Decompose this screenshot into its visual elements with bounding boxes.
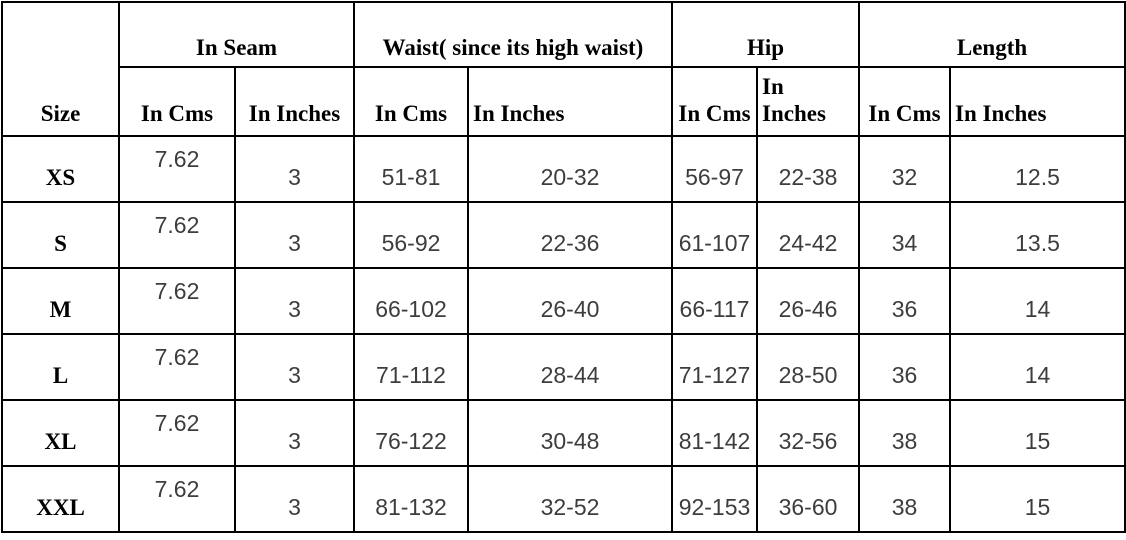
cell-length-cms: 38 <box>858 465 952 533</box>
cell-waist-inches: 20-32 <box>467 135 673 203</box>
sub-header-length-inches: In Inches <box>949 66 1126 137</box>
table-row-xl: XL 7.62 3 76-122 30-48 81-142 32-56 38 1… <box>1 399 1126 467</box>
cell-hip-cms: 66-117 <box>671 267 758 335</box>
cell-waist-inches: 32-52 <box>467 465 673 533</box>
sub-header-length-cms: In Cms <box>858 66 952 137</box>
cell-waist-cms: 66-102 <box>353 267 469 335</box>
cell-inseam-cms: 7.62 <box>118 135 236 203</box>
row-label: L <box>1 333 120 401</box>
cell-waist-inches: 26-40 <box>467 267 673 335</box>
table-row-m: M 7.62 3 66-102 26-40 66-117 26-46 36 14 <box>1 267 1126 335</box>
cell-inseam-inches: 3 <box>234 399 355 467</box>
cell-hip-inches: 36-60 <box>755 465 861 533</box>
cell-hip-inches: 28-50 <box>755 333 861 401</box>
cell-waist-inches: 22-36 <box>467 201 673 269</box>
cell-length-cms: 38 <box>858 399 952 467</box>
cell-length-inches: 12.5 <box>949 135 1126 203</box>
cell-hip-cms: 61-107 <box>671 201 758 269</box>
cell-inseam-cms: 7.62 <box>118 399 236 467</box>
table-row-xxl: XXL 7.62 3 81-132 32-52 92-153 36-60 38 … <box>1 465 1126 533</box>
cell-length-cms: 34 <box>858 201 952 269</box>
row-label: XXL <box>1 465 120 533</box>
cell-length-cms: 32 <box>858 135 952 203</box>
sub-header-inseam-cms: In Cms <box>118 66 236 137</box>
cell-inseam-cms: 7.62 <box>118 465 236 533</box>
row-label: XL <box>1 399 120 467</box>
cell-waist-cms: 51-81 <box>353 135 469 203</box>
table-row-xs: XS 7.62 3 51-81 20-32 56-97 22-38 32 12.… <box>1 135 1126 203</box>
row-label: M <box>1 267 120 335</box>
cell-hip-inches: 32-56 <box>755 399 861 467</box>
sub-header-waist-inches: In Inches <box>467 66 673 137</box>
sub-header-inseam-inches: In Inches <box>234 66 355 137</box>
group-header-length: Length <box>858 1 1126 68</box>
row-label: S <box>1 201 120 269</box>
cell-length-cms: 36 <box>858 333 952 401</box>
cell-inseam-inches: 3 <box>234 465 355 533</box>
cell-inseam-cms: 7.62 <box>118 333 236 401</box>
group-header-waist: Waist( since its high waist) <box>353 1 673 68</box>
cell-waist-cms: 81-132 <box>353 465 469 533</box>
sub-header-hip-inches-label: In Inches <box>762 73 826 127</box>
cell-inseam-cms: 7.62 <box>118 267 236 335</box>
sub-header-row: In Cms In Inches In Cms In Inches In Cms… <box>2 66 1126 137</box>
cell-hip-inches: 22-38 <box>755 135 861 203</box>
cell-waist-cms: 76-122 <box>353 399 469 467</box>
cell-hip-inches: 26-46 <box>755 267 861 335</box>
cell-waist-inches: 30-48 <box>467 399 673 467</box>
cell-waist-cms: 71-112 <box>353 333 469 401</box>
cell-inseam-inches: 3 <box>234 135 355 203</box>
cell-waist-cms: 56-92 <box>353 201 469 269</box>
cell-length-inches: 13.5 <box>949 201 1126 269</box>
cell-waist-inches: 28-44 <box>467 333 673 401</box>
cell-length-inches: 14 <box>949 267 1126 335</box>
cell-hip-cms: 56-97 <box>671 135 758 203</box>
group-header-hip: Hip <box>670 1 861 68</box>
corner-header-size: Size <box>1 1 120 137</box>
sub-header-hip-cms: In Cms <box>671 66 758 137</box>
table-row-l: L 7.62 3 71-112 28-44 71-127 28-50 36 14 <box>1 333 1126 401</box>
cell-inseam-inches: 3 <box>234 333 355 401</box>
cell-length-cms: 36 <box>858 267 952 335</box>
cell-length-inches: 15 <box>949 399 1126 467</box>
cell-length-inches: 14 <box>949 333 1126 401</box>
group-header-row: Size In Seam Waist( since its high waist… <box>1 1 1126 137</box>
cell-hip-cms: 71-127 <box>671 333 758 401</box>
cell-hip-cms: 92-153 <box>671 465 758 533</box>
table-row-s: S 7.62 3 56-92 22-36 61-107 24-42 34 13.… <box>1 201 1126 269</box>
sub-header-waist-cms: In Cms <box>353 66 469 137</box>
cell-inseam-inches: 3 <box>234 267 355 335</box>
group-header-inseam: In Seam <box>118 1 355 68</box>
row-label: XS <box>1 135 120 203</box>
cell-hip-cms: 81-142 <box>671 399 758 467</box>
cell-inseam-inches: 3 <box>234 201 355 269</box>
cell-hip-inches: 24-42 <box>755 201 861 269</box>
cell-inseam-cms: 7.62 <box>118 201 236 269</box>
sub-header-hip-inches: In Inches <box>755 66 861 137</box>
cell-length-inches: 15 <box>949 465 1126 533</box>
